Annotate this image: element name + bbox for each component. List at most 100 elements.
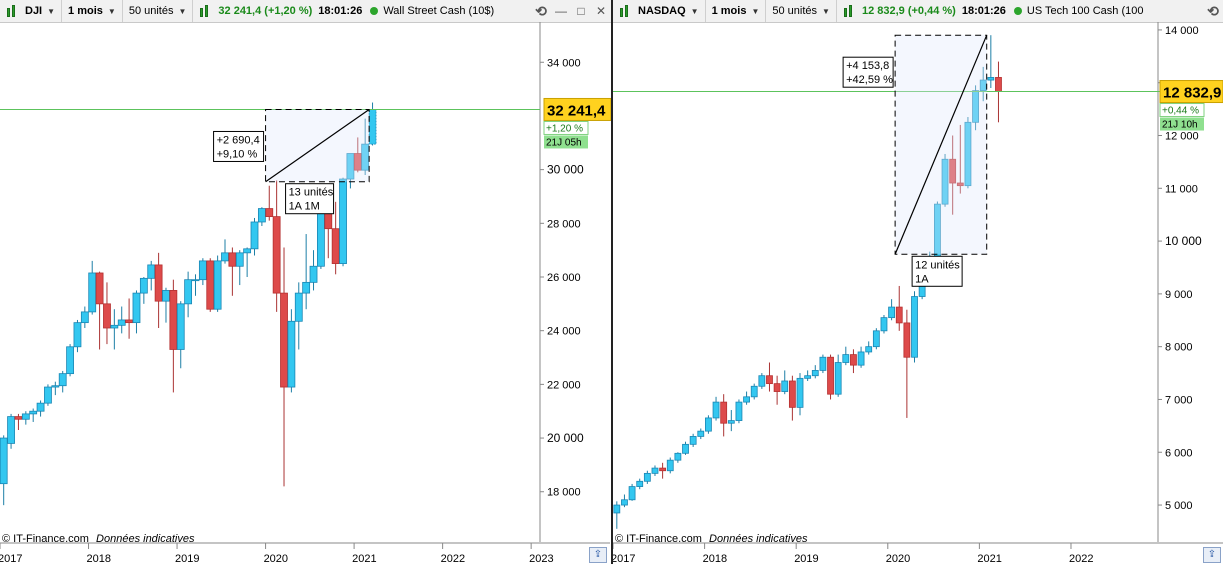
candle	[110, 309, 119, 350]
candle-body	[21, 413, 30, 420]
candle	[184, 271, 193, 318]
timeframe-selector[interactable]: 1 mois ▼	[706, 0, 767, 22]
candle	[888, 299, 896, 321]
candle-body	[758, 375, 766, 387]
candle-body	[941, 158, 949, 205]
y-tick-label: 20 000	[547, 431, 584, 445]
candle-body	[36, 402, 45, 412]
measure-delta-box	[842, 56, 894, 88]
candle	[29, 408, 38, 422]
candle	[911, 291, 918, 363]
candle	[272, 180, 281, 312]
quote-time: 18:01:26	[318, 5, 363, 17]
candle	[250, 217, 259, 256]
candle-body	[176, 303, 185, 350]
units-selector[interactable]: 50 unités ▼	[123, 0, 194, 22]
measure-delta-box	[213, 130, 265, 162]
candle-body	[221, 252, 229, 262]
candle	[147, 260, 156, 291]
last-quote: 32 241,4 (+1,20 %)	[218, 5, 313, 17]
candle-body	[309, 265, 318, 283]
candle-body	[66, 346, 74, 375]
candle	[674, 452, 682, 463]
y-tick-label: 18 000	[547, 487, 581, 499]
measure-trendline[interactable]	[894, 34, 988, 255]
candle-body	[191, 279, 200, 282]
disclaimer-label: Données indicatives	[96, 533, 195, 545]
refresh-icon[interactable]: ⟲	[535, 2, 547, 19]
candle-body	[139, 277, 148, 294]
candle-body	[651, 467, 659, 474]
candle-body	[995, 77, 1002, 92]
symbol-selector[interactable]: NASDAQ ▼	[613, 0, 706, 22]
candle	[811, 365, 819, 379]
quote-bar: 32 241,4 (+1,20 %) 18:01:26 Wall Street …	[193, 0, 500, 22]
measure-span-units: 12 unités	[915, 259, 960, 271]
candle-body	[956, 182, 964, 187]
candle	[265, 185, 274, 221]
candle-body	[58, 373, 67, 387]
units-label: 50 unités	[128, 5, 174, 17]
candle	[125, 298, 133, 339]
y-tick-label: 5 000	[1165, 500, 1193, 512]
candle-body	[117, 319, 126, 326]
measure-span-units: 13 unités	[289, 187, 334, 199]
candle-body	[287, 320, 296, 388]
measure-span-duration: 1A 1M	[289, 201, 320, 213]
candle-body	[51, 385, 60, 388]
y-tick-label: 7 000	[1165, 394, 1193, 406]
y-tick-label: 24 000	[547, 326, 581, 338]
minimize-icon[interactable]: —	[555, 4, 567, 18]
candle-body	[720, 401, 728, 424]
candle-body	[964, 121, 972, 187]
candle	[206, 258, 215, 312]
candle-body	[162, 290, 170, 302]
candle-body	[628, 486, 636, 501]
countdown-tag-box	[544, 135, 588, 149]
upload-icon: ⇪	[1207, 549, 1217, 560]
change-tag-box	[543, 120, 589, 135]
symbol-selector[interactable]: DJI ▼	[0, 0, 63, 22]
candle	[51, 381, 60, 396]
y-tick-label: 34 000	[547, 57, 581, 69]
panel-divider[interactable]	[611, 0, 613, 564]
x-tick-label: 2022	[1069, 553, 1093, 564]
scroll-to-latest-button[interactable]: ⇪	[589, 547, 607, 563]
candle	[80, 306, 89, 328]
candle	[956, 124, 964, 194]
price-tag-value: 12 832,9	[1163, 85, 1221, 102]
candle	[154, 252, 163, 328]
candle-body	[95, 272, 104, 305]
candle-body	[689, 436, 697, 445]
disclaimer-label: Données indicatives	[709, 533, 808, 545]
candle	[949, 135, 957, 215]
y-tick-label: 26 000	[547, 272, 581, 284]
close-icon[interactable]: ✕	[595, 4, 607, 18]
candle-body	[697, 430, 705, 437]
last-quote: 12 832,9 (+0,44 %)	[861, 5, 956, 17]
nasdaq-candlestick-chart[interactable]: 5 000 6 000 7 000 8 000 9 000 10 000 11 000 12 …	[613, 22, 1223, 564]
units-selector[interactable]: 50 unités ▼	[766, 0, 837, 22]
candle	[842, 346, 850, 366]
candle	[628, 483, 636, 501]
candle-body	[44, 386, 52, 404]
refresh-icon[interactable]: ⟲	[1207, 2, 1219, 19]
candle	[720, 394, 728, 437]
maximize-icon[interactable]: □	[577, 4, 585, 18]
candle	[834, 354, 842, 397]
dji-panel: DJI ▼ 1 mois ▼ 50 unités ▼ 32 241,4 (+1,…	[0, 0, 611, 564]
candle-body	[842, 354, 850, 363]
candle-body	[834, 362, 842, 395]
candle-body	[911, 296, 918, 358]
measure-trendline[interactable]	[265, 108, 370, 183]
candle	[964, 117, 972, 189]
timeframe-label: 1 mois	[711, 5, 747, 17]
price-tag-value: 32 241,4	[547, 102, 606, 119]
dji-candlestick-chart[interactable]: 18 000 20 000 22 000 24 000 26 000 28 000 30 0…	[0, 22, 611, 564]
candle	[666, 457, 674, 474]
candle-body	[872, 330, 880, 348]
timeframe-selector[interactable]: 1 mois ▼	[62, 0, 123, 22]
scroll-to-latest-button[interactable]: ⇪	[1203, 547, 1221, 563]
x-tick-label: 2020	[264, 553, 288, 564]
candle	[117, 306, 126, 334]
